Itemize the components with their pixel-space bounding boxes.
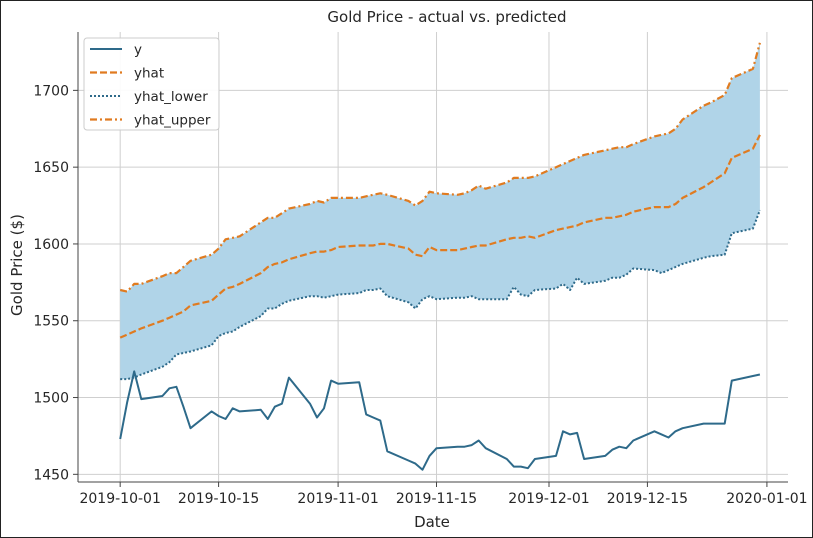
legend: y yhat yhat_lower yhat_upper bbox=[83, 37, 220, 131]
x-tick-label: 2019-10-01 bbox=[79, 491, 160, 507]
series-layer bbox=[119, 42, 761, 471]
y-tick-label: 1600 bbox=[33, 237, 69, 253]
y-tick-label: 1650 bbox=[33, 160, 69, 176]
x-tick-label: 2019-12-01 bbox=[508, 491, 589, 507]
x-tick-labels: 2019-10-01 2019-10-15 2019-11-01 2019-11-15… bbox=[79, 491, 807, 507]
series-line-y bbox=[119, 370, 761, 471]
x-tick-label: 2020-01-01 bbox=[726, 491, 807, 507]
y-tick-label: 1500 bbox=[33, 391, 69, 407]
legend-label-yhat: yhat bbox=[134, 66, 164, 82]
axes bbox=[73, 32, 788, 487]
x-tick-label: 2019-11-01 bbox=[297, 491, 378, 507]
confidence-band-layer bbox=[120, 42, 760, 380]
legend-label-yhat-upper: yhat_upper bbox=[134, 113, 211, 129]
x-axis-title: Date bbox=[414, 513, 450, 531]
legend-label-yhat-lower: yhat_lower bbox=[134, 89, 208, 105]
series-line-yhat bbox=[119, 134, 761, 339]
y-tick-label: 1450 bbox=[33, 467, 69, 483]
x-tick-label: 2019-12-15 bbox=[607, 491, 688, 507]
series-line-yhat-upper bbox=[119, 42, 761, 293]
y-tick-labels: 1450 1500 1550 1600 1650 1700 bbox=[33, 83, 69, 483]
y-tick-label: 1700 bbox=[33, 83, 69, 99]
chart-title: Gold Price - actual vs. predicted bbox=[327, 8, 566, 26]
series-line-yhat-lower bbox=[120, 209, 761, 381]
legend-label-y: y bbox=[134, 42, 142, 58]
legend-box bbox=[83, 37, 220, 131]
confidence-band bbox=[120, 42, 760, 380]
x-tick-label: 2019-10-15 bbox=[178, 491, 259, 507]
x-tick-label: 2019-11-15 bbox=[396, 491, 477, 507]
y-axis-title: Gold Price ($) bbox=[8, 214, 26, 316]
y-tick-label: 1550 bbox=[33, 314, 69, 330]
